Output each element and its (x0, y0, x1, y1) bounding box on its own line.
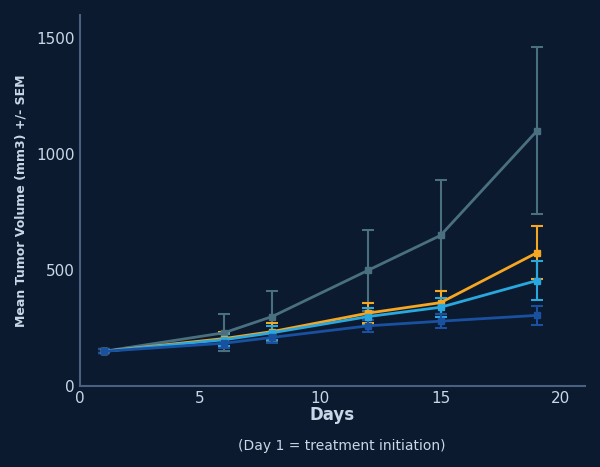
X-axis label: Days: Days (310, 406, 355, 424)
Text: (Day 1 = treatment initiation): (Day 1 = treatment initiation) (238, 439, 446, 453)
Y-axis label: Mean Tumor Volume (mm3) +/- SEM: Mean Tumor Volume (mm3) +/- SEM (15, 74, 28, 327)
